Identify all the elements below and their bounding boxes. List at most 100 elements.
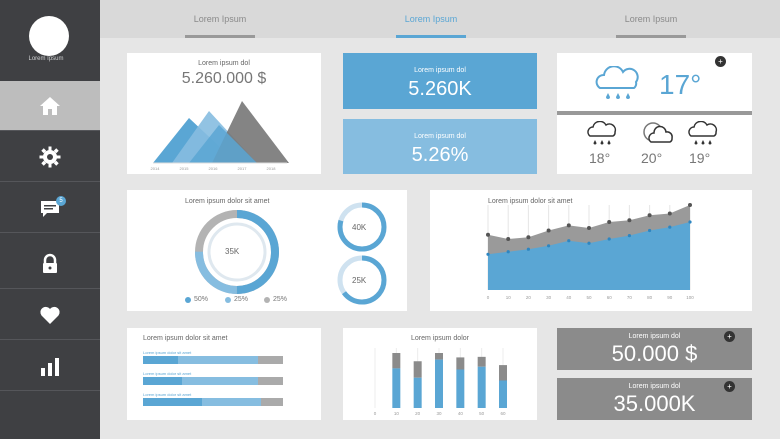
forecast-2-temp: 20° bbox=[641, 150, 663, 166]
donut-small-1-label: 40K bbox=[352, 223, 367, 232]
kpi-gray-2-title: Lorem ipsum dol bbox=[628, 383, 681, 390]
vbar-gray-segment bbox=[477, 356, 486, 367]
area-x-tick: 30 bbox=[546, 295, 552, 300]
mountain-card-title: Lorem ipsum dol bbox=[198, 60, 250, 67]
vbar-gray-segment bbox=[392, 353, 401, 369]
mountain-chart-card: Lorem ipsum dol 5.260.000 $ 2014 2015 2016… bbox=[127, 53, 321, 174]
mountain-x-tick: 2018 bbox=[267, 166, 277, 171]
sidebar-item-home[interactable] bbox=[0, 81, 100, 131]
area-blue-point bbox=[587, 241, 591, 245]
area-series-blue bbox=[488, 222, 690, 290]
tab-3-underline bbox=[616, 35, 686, 38]
hbar-chart-card: Lorem ipsum dolor sit amet Lorem ipsum d… bbox=[127, 328, 321, 420]
legend-dot-1 bbox=[185, 296, 191, 303]
vbar-x-tick: 10 bbox=[394, 411, 400, 416]
hbar-label: Lorem ipsum dolor sit amet bbox=[143, 392, 192, 397]
current-temperature: 17° bbox=[659, 69, 702, 100]
message-badge: 5 bbox=[56, 196, 66, 206]
avatar[interactable] bbox=[29, 16, 69, 56]
forecast-3-temp: 19° bbox=[689, 150, 711, 166]
area-blue-point bbox=[648, 228, 652, 233]
hbar-fill-primary bbox=[143, 377, 183, 385]
heart-icon bbox=[40, 306, 60, 324]
hbar-label: Lorem ipsum dolor sit amet bbox=[143, 350, 192, 355]
area-x-tick: 40 bbox=[566, 295, 572, 300]
kpi-gray-1-title: Lorem ipsum dol bbox=[628, 333, 681, 340]
area-x-tick: 70 bbox=[627, 295, 633, 300]
hbar-fill-secondary bbox=[182, 377, 258, 385]
area-gray-point bbox=[587, 225, 591, 230]
sidebar-item-stats[interactable] bbox=[0, 341, 100, 391]
sidebar-item-messages[interactable]: 5 bbox=[0, 183, 100, 233]
area-gray-point bbox=[506, 237, 511, 241]
kpi-gray-2-add-button[interactable]: + bbox=[724, 381, 735, 392]
home-icon bbox=[40, 96, 60, 115]
hbar-track bbox=[143, 356, 283, 364]
area-x-tick: 100 bbox=[686, 295, 694, 300]
sidebar-item-lock[interactable] bbox=[0, 239, 100, 289]
area-chart-card: Lorem ipsum dolor sit amet 0 10 20 30 40 50 60… bbox=[430, 190, 752, 311]
area-gray-point bbox=[667, 211, 672, 216]
kpi-blue-1-value: 5.260K bbox=[408, 78, 472, 100]
vbar-gray-segment bbox=[499, 365, 507, 381]
forecast-1-icon bbox=[587, 121, 617, 145]
sidebar-item-settings[interactable] bbox=[0, 132, 100, 182]
legend-label-1: 50% bbox=[194, 296, 209, 303]
sidebar: Lorem Ipsum 5 bbox=[0, 0, 100, 439]
donut-small-2-arc bbox=[337, 255, 387, 305]
area-blue-point bbox=[486, 252, 490, 256]
area-card-title: Lorem ipsum dolor sit amet bbox=[488, 198, 573, 205]
area-blue-point bbox=[627, 234, 631, 238]
sidebar-item-favorites[interactable] bbox=[0, 290, 100, 340]
mountain-x-tick: 2015 bbox=[180, 166, 190, 171]
vbar-blue-segment bbox=[456, 369, 465, 408]
vbar-gray-segment bbox=[413, 361, 422, 378]
hbar-track bbox=[143, 398, 283, 406]
donut-legend-1: 50% bbox=[185, 296, 208, 303]
tab-2[interactable]: Lorem Ipsum bbox=[404, 14, 458, 24]
area-blue-point bbox=[607, 237, 611, 241]
legend-label-2: 25% bbox=[234, 296, 249, 303]
vbar-blue-segment bbox=[499, 380, 507, 408]
donut-chart-card: Lorem ipsum dolor sit amet 35K 40K 25K 5… bbox=[127, 190, 407, 311]
message-icon bbox=[41, 200, 59, 217]
donut-small-2-label: 25K bbox=[352, 276, 367, 285]
kpi-gray-1-add-button[interactable]: + bbox=[724, 331, 735, 342]
area-blue-point bbox=[668, 225, 672, 229]
kpi-gray-1-value: 50.000 $ bbox=[611, 341, 698, 366]
area-x-tick: 50 bbox=[586, 295, 592, 300]
donut-small-1-arc bbox=[337, 202, 387, 252]
vbar-x-tick: 30 bbox=[436, 411, 442, 416]
area-blue-point bbox=[688, 220, 692, 224]
hbar-fill-primary bbox=[143, 356, 178, 364]
donut-main-segment-1 bbox=[195, 210, 279, 294]
area-gray-point bbox=[647, 213, 652, 218]
area-gray-point bbox=[526, 235, 531, 240]
area-blue-point bbox=[506, 250, 510, 254]
donut-main-segment-2 bbox=[195, 210, 279, 294]
vbar-gray-segment bbox=[435, 353, 443, 360]
vbar-blue-segment bbox=[413, 377, 422, 408]
kpi-gray-2-value: 35.000K bbox=[613, 391, 696, 416]
mountain-x-tick: 2016 bbox=[209, 166, 219, 171]
tab-2-underline bbox=[396, 35, 466, 38]
hbar-label: Lorem ipsum dolor sit amet bbox=[143, 371, 192, 376]
area-gray-point bbox=[688, 203, 692, 207]
area-gray-point bbox=[566, 223, 571, 228]
cloud-rain-icon bbox=[595, 66, 639, 99]
forecast-1-temp: 18° bbox=[589, 150, 611, 166]
area-gray-point bbox=[607, 220, 612, 224]
tab-1[interactable]: Lorem Ipsum bbox=[193, 14, 247, 24]
kpi-card-gray-2: + Lorem ipsum dol 35.000K bbox=[557, 378, 752, 420]
mountain-card-value: 5.260.000 $ bbox=[181, 70, 267, 87]
vbar-x-tick: 0 bbox=[374, 411, 377, 416]
mountain-x-tick: 2014 bbox=[151, 166, 161, 171]
area-blue-point bbox=[547, 244, 551, 248]
vbar-x-tick: 20 bbox=[415, 411, 421, 416]
kpi-blue-2-title: Lorem ipsum dol bbox=[414, 133, 466, 140]
weather-divider bbox=[557, 111, 752, 115]
donut-main-inner bbox=[207, 222, 267, 282]
weather-add-button[interactable]: + bbox=[715, 56, 726, 67]
vbar-x-tick: 50 bbox=[479, 411, 485, 416]
tab-3[interactable]: Lorem Ipsum bbox=[624, 14, 678, 24]
